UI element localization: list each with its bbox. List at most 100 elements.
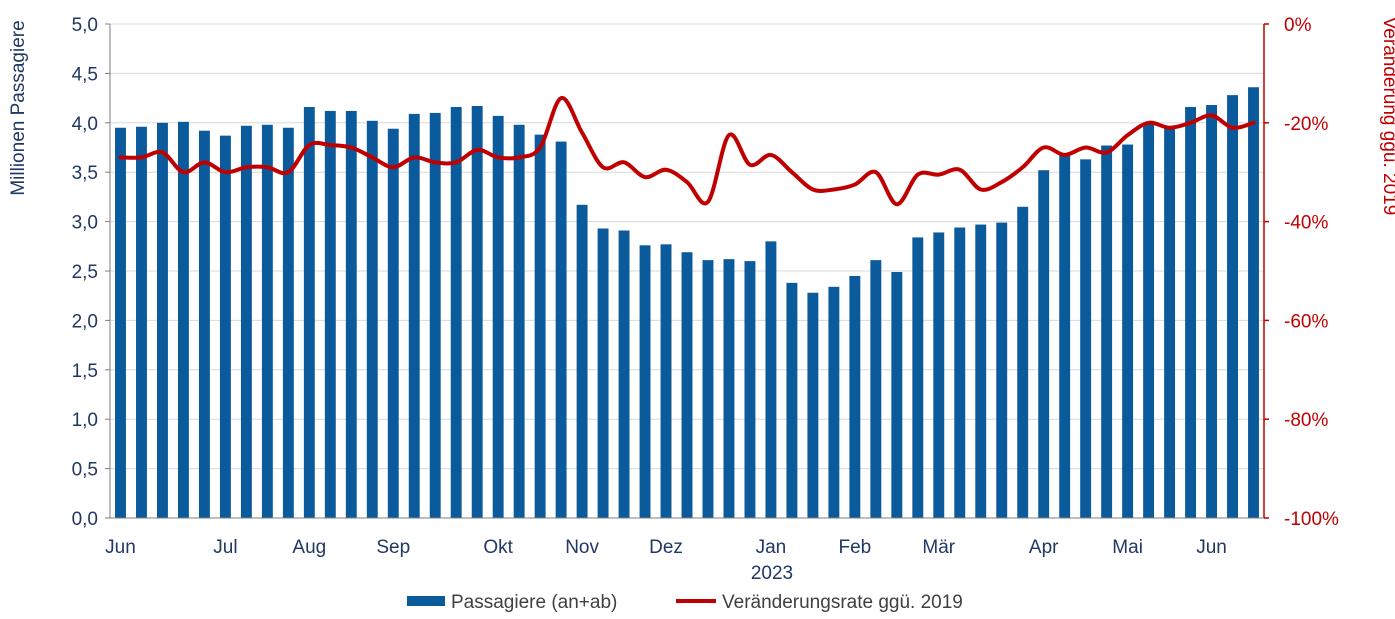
bar — [555, 141, 567, 518]
bar — [807, 292, 819, 518]
bar — [765, 241, 777, 519]
legend-bar-label: Passagiere (an+ab) — [451, 592, 617, 613]
bar — [891, 271, 903, 518]
bar — [1038, 170, 1050, 518]
bar — [408, 113, 420, 519]
x-tick-label: Okt — [483, 537, 513, 558]
bar — [282, 127, 294, 519]
x-axis-ticks: Jun Jul Aug Sep Okt Nov Dez Jan Feb Mär Apr Mai Jun — [105, 537, 1227, 558]
x-tick-label: Dez — [649, 537, 683, 558]
x-tick-label: Sep — [376, 537, 410, 558]
bar — [198, 130, 210, 519]
bar — [681, 252, 693, 518]
right-tick-label: -20% — [1284, 114, 1328, 135]
legend-line-label: Veränderungsrate ggü. 2019 — [722, 592, 963, 613]
x-tick-label: Jul — [213, 537, 237, 558]
rate-line — [118, 96, 1256, 207]
right-tick-label: -80% — [1284, 410, 1328, 431]
right-tick-label: -40% — [1284, 213, 1328, 234]
bar — [1122, 144, 1134, 518]
left-tick-label: 2,5 — [72, 262, 98, 283]
bar — [933, 232, 945, 518]
bar — [387, 128, 399, 518]
bar — [1059, 155, 1071, 519]
x-tick-label: Aug — [292, 537, 326, 558]
bar — [618, 230, 630, 518]
x-tick-label: Mär — [922, 537, 955, 558]
right-tick-label: 0% — [1284, 15, 1312, 36]
bar — [1143, 122, 1155, 519]
x-tick-label: Nov — [565, 537, 599, 558]
x-tick-label: Mai — [1112, 537, 1143, 558]
bar — [639, 245, 651, 518]
bar — [786, 282, 798, 518]
bar — [1206, 105, 1218, 519]
right-tick-label: -60% — [1284, 311, 1328, 332]
bar — [177, 121, 189, 518]
bar — [849, 275, 861, 518]
bar — [492, 115, 504, 518]
right-axis-label: Veränderung ggü. 2019 — [1379, 17, 1395, 216]
bar — [744, 261, 756, 518]
bar — [534, 134, 546, 518]
bar — [1080, 159, 1092, 518]
line-series — [118, 96, 1256, 207]
bar — [240, 125, 252, 518]
bar — [975, 224, 987, 518]
x-year-label: 2023 — [751, 563, 793, 584]
bar — [996, 222, 1008, 518]
bar — [1017, 206, 1029, 518]
bar — [219, 135, 231, 519]
left-tick-label: 2,0 — [72, 311, 98, 332]
x-tick-label: Jun — [105, 537, 136, 558]
bar — [1227, 95, 1238, 519]
left-tick-label: 0,5 — [72, 460, 98, 481]
bar — [471, 106, 483, 518]
bar — [702, 260, 714, 518]
left-axis-ticks: 0,0 0,5 1,0 1,5 2,0 2,5 3,0 3,5 4,0 4,5 5,0 — [72, 15, 98, 530]
bar — [156, 122, 168, 519]
bar — [429, 112, 441, 519]
bar — [136, 126, 147, 518]
bar — [1185, 106, 1197, 518]
bar — [954, 227, 966, 518]
bar — [723, 259, 735, 518]
bar — [870, 260, 882, 518]
right-tick-label: -100% — [1284, 509, 1339, 530]
bar — [345, 110, 357, 518]
left-tick-label: 4,5 — [72, 64, 98, 85]
bar — [450, 106, 462, 518]
bar — [1101, 145, 1113, 519]
bar — [261, 124, 273, 518]
bar — [660, 244, 672, 518]
left-tick-label: 3,5 — [72, 163, 98, 184]
legend: Passagiere (an+ab) Veränderungsrate ggü.… — [407, 592, 963, 613]
left-tick-label: 3,0 — [72, 213, 98, 234]
bar — [597, 228, 609, 519]
right-axis-ticks: -100% -80% -60% -40% -20% 0% — [1284, 15, 1339, 530]
x-tick-label: Jun — [1196, 537, 1227, 558]
legend-bar-swatch — [407, 596, 445, 606]
x-tick-label: Jan — [756, 537, 787, 558]
bar — [828, 286, 840, 518]
bar — [115, 127, 126, 519]
bar — [576, 204, 588, 518]
bar — [303, 106, 315, 518]
left-tick-label: 0,0 — [72, 509, 98, 530]
bar — [1164, 126, 1176, 518]
bar — [366, 120, 378, 518]
x-tick-label: Apr — [1029, 537, 1059, 558]
bar — [513, 124, 525, 518]
bar-series — [115, 87, 1259, 519]
bar — [324, 110, 336, 518]
left-tick-label: 5,0 — [72, 15, 98, 36]
axes — [105, 23, 1269, 519]
bar — [912, 237, 924, 518]
left-tick-label: 1,0 — [72, 410, 98, 431]
left-axis-label: Millionen Passagiere — [8, 20, 29, 195]
left-tick-label: 1,5 — [72, 361, 98, 382]
x-tick-label: Feb — [838, 537, 871, 558]
bar — [1248, 87, 1259, 519]
left-tick-label: 4,0 — [72, 114, 98, 135]
